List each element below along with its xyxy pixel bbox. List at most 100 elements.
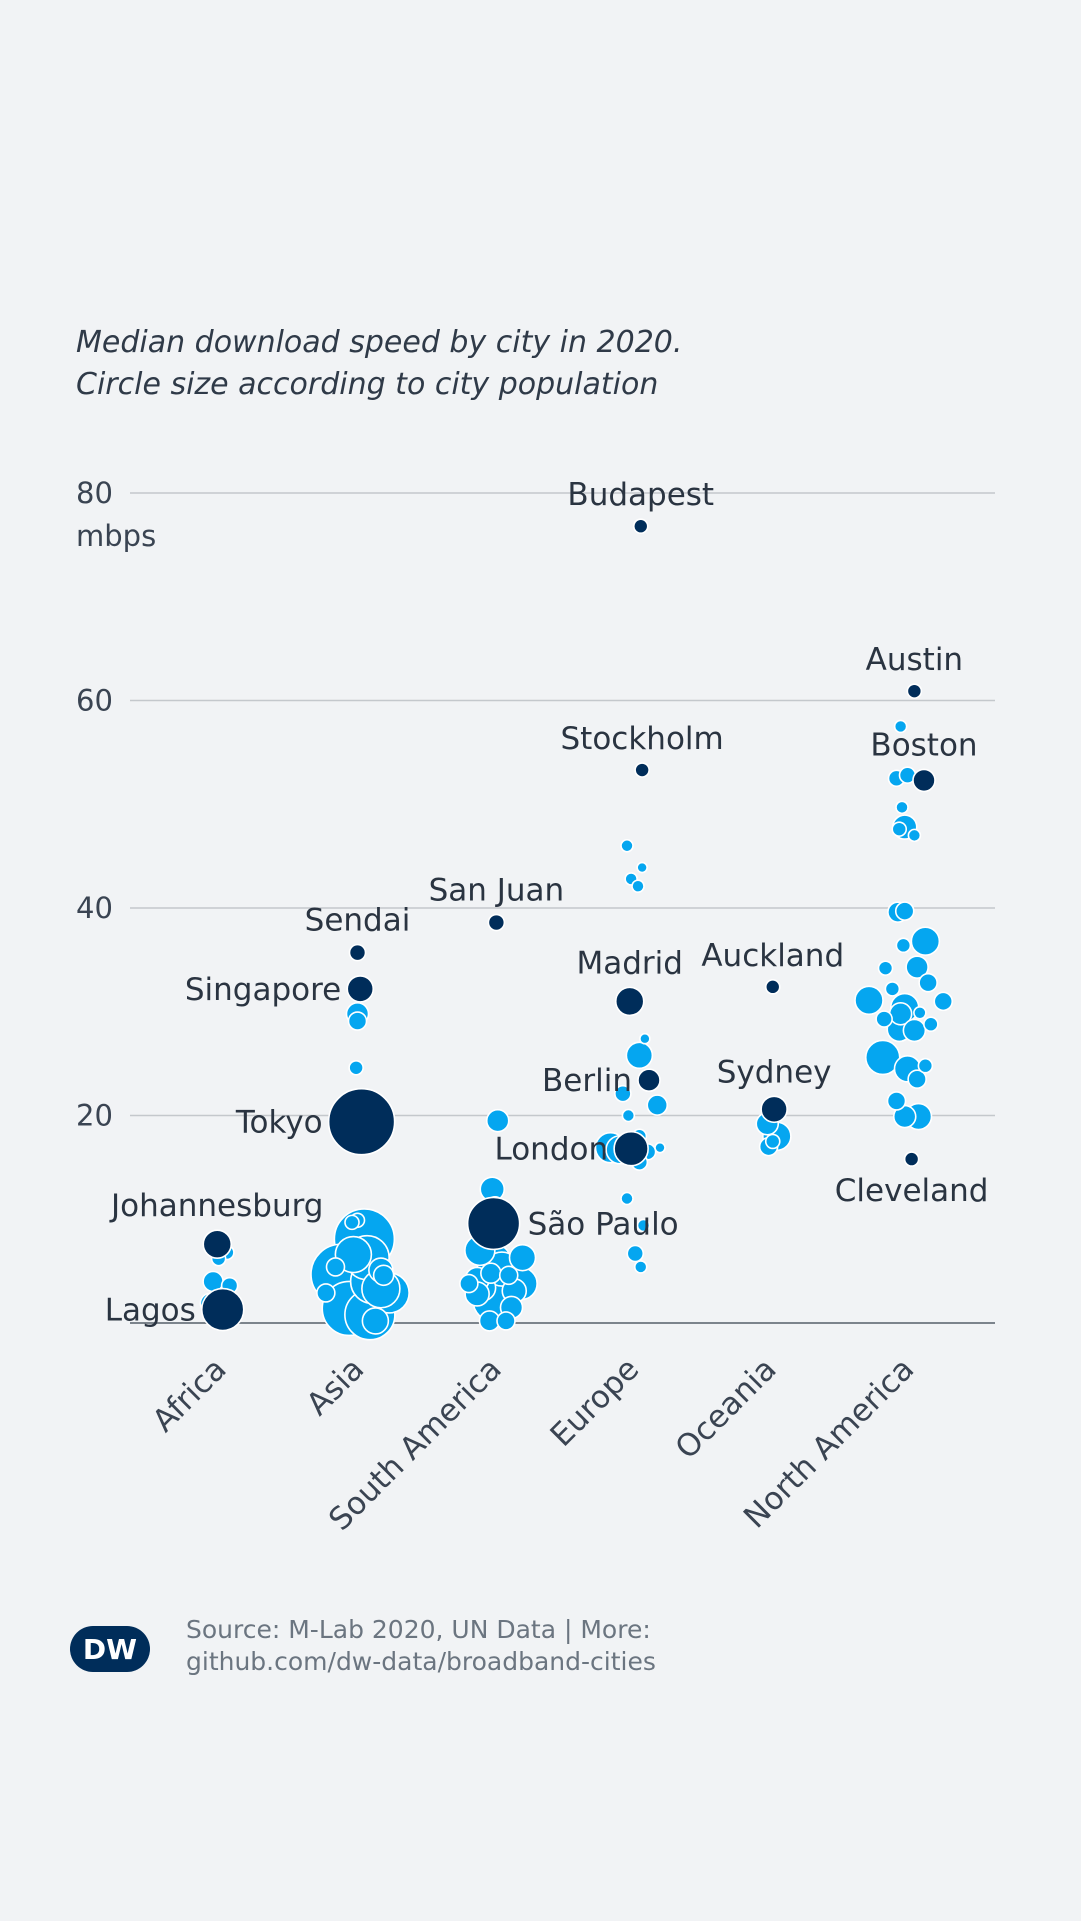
city-label-san-juan: San Juan <box>429 873 565 909</box>
city-bubble <box>923 1016 939 1032</box>
city-bubble <box>498 1265 519 1286</box>
city-bubble-stockholm <box>634 762 650 778</box>
city-bubble <box>508 1243 537 1272</box>
city-bubble-cleveland <box>903 1151 920 1167</box>
x-category-label-europe: Europe <box>544 1351 647 1454</box>
city-label-johannesburg: Johannesburg <box>109 1188 323 1224</box>
city-bubble-tokyo <box>327 1087 396 1156</box>
city-bubble <box>933 991 954 1012</box>
y-tick-label-20: 20 <box>76 1099 113 1133</box>
city-bubble <box>764 1133 781 1150</box>
city-bubble <box>614 1084 632 1103</box>
city-bubble <box>316 1283 336 1303</box>
y-tick-label-40: 40 <box>76 891 113 925</box>
chart-subtitle: Median download speed by city in 2020. C… <box>76 322 976 406</box>
city-label-sao-paulo: São Paulo <box>528 1206 679 1242</box>
gridlines <box>130 492 995 1324</box>
city-bubble <box>639 1032 651 1045</box>
city-label-stockholm: Stockholm <box>561 721 724 757</box>
city-label-budapest: Budapest <box>567 477 714 513</box>
city-bubble <box>620 838 634 853</box>
city-bubble <box>633 1260 648 1274</box>
city-bubble <box>480 1262 502 1284</box>
city-labels: Budapest Austin Stockholm Boston San Juan Sen… <box>105 477 989 1328</box>
city-bubble <box>905 955 929 979</box>
city-label-austin: Austin <box>866 642 963 678</box>
city-label-auckland: Auckland <box>701 938 844 974</box>
city-bubble <box>636 1218 651 1233</box>
source-line-2[interactable]: github.com/dw-data/broadband-cities <box>186 1647 656 1676</box>
city-label-boston: Boston <box>870 727 977 763</box>
city-bubble <box>893 719 908 734</box>
city-bubble <box>348 1059 364 1076</box>
city-bubble <box>344 1214 360 1231</box>
city-label-singapore: Singapore <box>185 972 341 1008</box>
city-bubble-madrid <box>614 986 645 1017</box>
city-bubble <box>654 1141 666 1154</box>
city-bubble-austin <box>906 683 923 699</box>
y-axis: 80 mbps 60 40 20 <box>76 476 156 1133</box>
city-bubble-sendai <box>348 943 367 962</box>
city-bubble <box>895 800 909 815</box>
dw-logo-text: DW <box>83 1633 137 1666</box>
city-label-madrid: Madrid <box>577 945 683 981</box>
city-bubble <box>918 972 938 993</box>
city-bubble <box>886 1091 907 1111</box>
x-category-label-africa: Africa <box>146 1351 234 1439</box>
city-bubble <box>646 1094 669 1116</box>
city-label-cleveland: Cleveland <box>835 1173 989 1209</box>
city-bubble <box>625 1041 654 1070</box>
city-label-berlin: Berlin <box>542 1063 632 1099</box>
city-bubble <box>621 1108 636 1123</box>
city-label-sydney: Sydney <box>717 1054 832 1090</box>
city-bubble <box>894 901 915 921</box>
city-label-lagos: Lagos <box>105 1293 196 1329</box>
city-bubble-auckland <box>764 979 781 995</box>
city-bubbles <box>199 719 954 1341</box>
city-bubble <box>907 828 922 843</box>
footer: DW Source: M-Lab 2020, UN Data | More: g… <box>70 1614 970 1684</box>
city-bubble <box>636 861 648 874</box>
dw-logo: DW <box>70 1626 150 1672</box>
city-bubble <box>917 1057 934 1074</box>
x-category-label-asia: Asia <box>300 1351 371 1422</box>
source-note: Source: M-Lab 2020, UN Data | More: gith… <box>186 1614 656 1678</box>
city-bubble <box>895 937 912 954</box>
city-bubble-budapest <box>632 518 649 535</box>
city-bubble <box>485 1108 510 1133</box>
y-tick-label-60: 60 <box>76 684 113 718</box>
city-label-sendai: Sendai <box>305 903 411 939</box>
city-bubble <box>907 1069 927 1089</box>
city-bubble <box>913 1005 927 1020</box>
city-label-london: London <box>494 1132 608 1168</box>
city-bubble <box>325 1257 346 1277</box>
city-label-tokyo: Tokyo <box>235 1105 323 1141</box>
city-bubble <box>884 981 901 997</box>
x-category-label-oceania: Oceania <box>669 1351 784 1466</box>
city-bubble <box>877 960 894 976</box>
subtitle-line-1: Median download speed by city in 2020. <box>76 325 683 360</box>
city-bubble-sydney <box>760 1095 788 1124</box>
city-bubble-lagos <box>200 1287 245 1332</box>
city-bubble <box>910 926 941 957</box>
city-bubble <box>626 1244 645 1263</box>
city-bubble-singapore <box>346 975 375 1003</box>
source-line-1: Source: M-Lab 2020, UN Data | More: <box>186 1615 651 1644</box>
city-bubble <box>361 1307 390 1335</box>
city-bubble <box>891 821 908 837</box>
city-bubble-san-juan <box>487 913 506 932</box>
city-bubble-johannesburg <box>202 1229 233 1259</box>
city-bubble <box>620 1191 634 1206</box>
city-bubble <box>875 1010 893 1028</box>
y-tick-label-80: 80 <box>76 476 113 510</box>
y-axis-unit-label: mbps <box>76 519 156 553</box>
city-bubble <box>902 1018 927 1043</box>
city-bubble-berlin <box>637 1068 661 1093</box>
city-bubble <box>854 985 884 1016</box>
city-bubble-sao-paulo <box>466 1196 521 1251</box>
subtitle-line-2: Circle size according to city population <box>76 367 659 402</box>
city-bubble <box>459 1273 479 1294</box>
city-bubble <box>631 879 645 894</box>
city-bubble-london <box>613 1130 649 1167</box>
